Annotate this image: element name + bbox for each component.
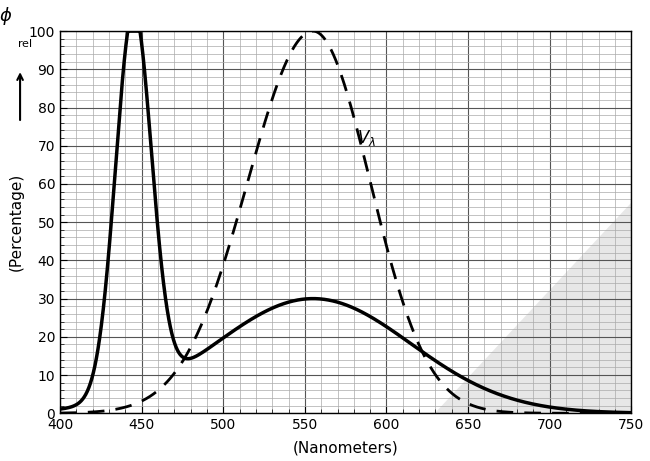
Text: $V_\lambda$: $V_\lambda$ — [357, 128, 376, 148]
X-axis label: (Nanometers): (Nanometers) — [292, 440, 398, 455]
Polygon shape — [447, 222, 631, 413]
Polygon shape — [436, 203, 631, 413]
Text: $\phi$: $\phi$ — [0, 5, 12, 27]
Text: $\mathrm{rel}$: $\mathrm{rel}$ — [17, 37, 32, 49]
Y-axis label: (Percentage): (Percentage) — [8, 173, 23, 272]
